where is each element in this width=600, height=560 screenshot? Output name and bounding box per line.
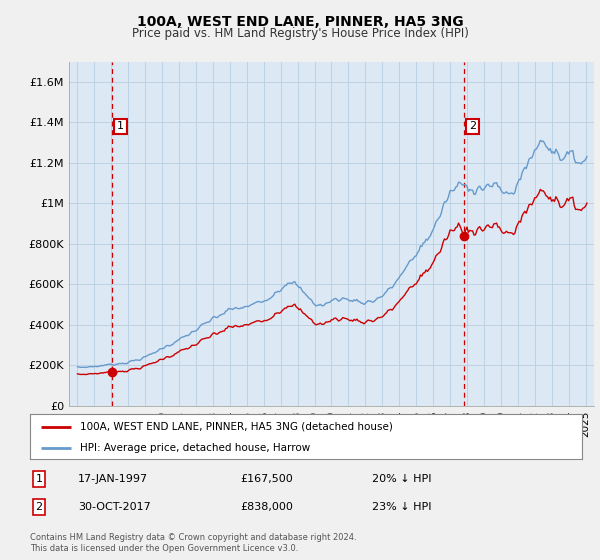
Text: 1: 1 [117, 122, 124, 132]
Text: 30-OCT-2017: 30-OCT-2017 [78, 502, 151, 512]
Text: Price paid vs. HM Land Registry's House Price Index (HPI): Price paid vs. HM Land Registry's House … [131, 27, 469, 40]
Text: £167,500: £167,500 [240, 474, 293, 484]
Text: 100A, WEST END LANE, PINNER, HA5 3NG (detached house): 100A, WEST END LANE, PINNER, HA5 3NG (de… [80, 422, 392, 432]
Text: 100A, WEST END LANE, PINNER, HA5 3NG: 100A, WEST END LANE, PINNER, HA5 3NG [137, 15, 463, 29]
Text: Contains HM Land Registry data © Crown copyright and database right 2024.
This d: Contains HM Land Registry data © Crown c… [30, 533, 356, 553]
Text: 23% ↓ HPI: 23% ↓ HPI [372, 502, 431, 512]
Text: £838,000: £838,000 [240, 502, 293, 512]
Text: 17-JAN-1997: 17-JAN-1997 [78, 474, 148, 484]
Text: 1: 1 [35, 474, 43, 484]
Text: 2: 2 [35, 502, 43, 512]
Text: 20% ↓ HPI: 20% ↓ HPI [372, 474, 431, 484]
Text: 2: 2 [469, 122, 476, 132]
Text: HPI: Average price, detached house, Harrow: HPI: Average price, detached house, Harr… [80, 443, 310, 453]
